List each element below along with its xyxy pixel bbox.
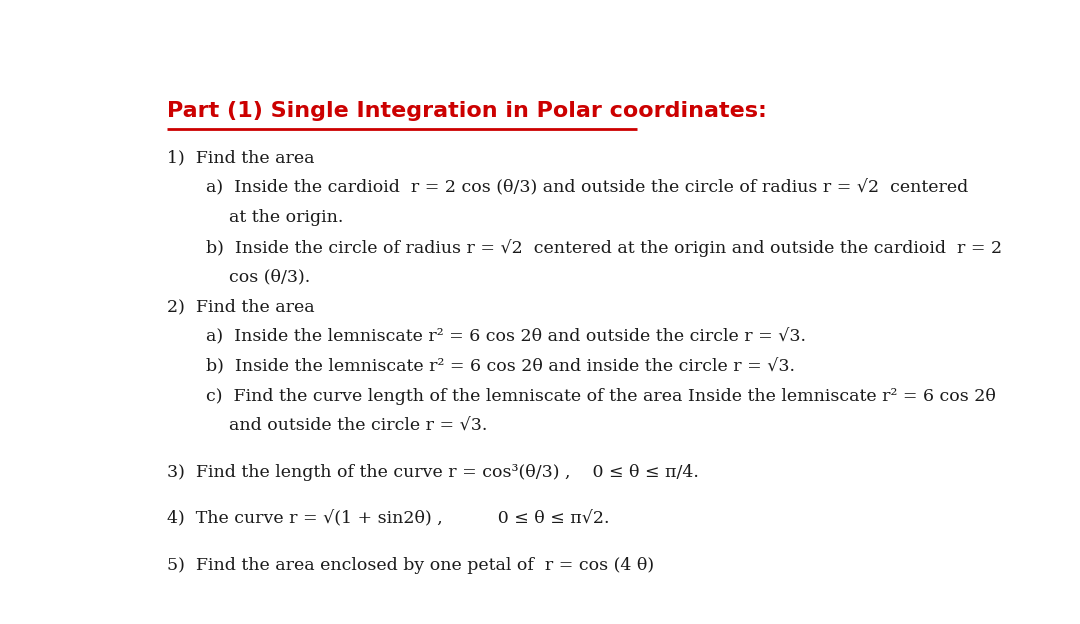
Text: 4)  The curve r = √(1 + sin2θ) ,          0 ≤ θ ≤ π√2.: 4) The curve r = √(1 + sin2θ) , 0 ≤ θ ≤ …: [166, 510, 609, 528]
Text: 3)  Find the length of the curve r = cos³(θ/3) ,    0 ≤ θ ≤ π/4.: 3) Find the length of the curve r = cos³…: [166, 464, 699, 481]
Text: 1)  Find the area: 1) Find the area: [166, 149, 314, 167]
Text: c)  Find the curve length of the lemniscate of the area Inside the lemniscate r²: c) Find the curve length of the lemnisca…: [206, 388, 996, 405]
Text: a)  Inside the lemniscate r² = 6 cos 2θ and outside the circle r = √3.: a) Inside the lemniscate r² = 6 cos 2θ a…: [206, 328, 806, 345]
Text: 2)  Find the area: 2) Find the area: [166, 298, 314, 315]
Text: 5)  Find the area enclosed by one petal of  r = cos (4 θ): 5) Find the area enclosed by one petal o…: [166, 557, 653, 574]
Text: cos (θ/3).: cos (θ/3).: [229, 268, 310, 286]
Text: and outside the circle r = √3.: and outside the circle r = √3.: [229, 417, 487, 434]
Text: a)  Inside the cardioid  r = 2 cos (θ/3) and outside the circle of radius r = √2: a) Inside the cardioid r = 2 cos (θ/3) a…: [206, 179, 969, 196]
Text: at the origin.: at the origin.: [229, 209, 343, 226]
Text: Part (1) Single Integration in Polar coordinates:: Part (1) Single Integration in Polar coo…: [166, 101, 767, 121]
Text: b)  Inside the circle of radius r = √2  centered at the origin and outside the c: b) Inside the circle of radius r = √2 ce…: [206, 239, 1002, 256]
Text: b)  Inside the lemniscate r² = 6 cos 2θ and inside the circle r = √3.: b) Inside the lemniscate r² = 6 cos 2θ a…: [206, 358, 795, 375]
